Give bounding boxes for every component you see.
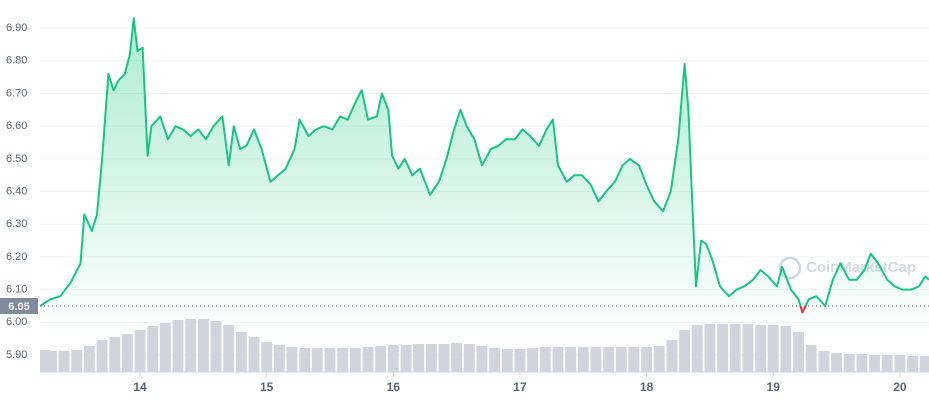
volume-bar (362, 347, 374, 372)
y-tick-label: 6.80 (6, 55, 27, 67)
volume-bar (425, 344, 437, 372)
volume-bar (514, 349, 526, 372)
volume-bar (172, 320, 184, 372)
x-tick-label: 20 (893, 380, 907, 394)
volume-bar (565, 347, 577, 372)
volume-bar (539, 347, 551, 372)
volume-bar (134, 330, 146, 372)
volume-bar (691, 325, 703, 372)
y-tick-label: 6.90 (6, 22, 27, 34)
y-tick-label: 6.30 (6, 218, 27, 230)
volume-bar (666, 340, 678, 372)
y-tick-label: 6.20 (6, 251, 27, 263)
volume-bar (894, 355, 906, 372)
volume-bar (615, 347, 627, 372)
reference-label: 6.05 (8, 301, 29, 313)
volume-bar (109, 337, 121, 372)
volume-bar (831, 353, 842, 372)
volume-bar (590, 347, 602, 372)
volume-bar (438, 344, 450, 372)
volume-bar (767, 325, 779, 372)
volume-bar (45, 351, 57, 372)
volume-bar (489, 348, 501, 372)
volume-bar (223, 325, 235, 372)
price-area (40, 18, 929, 321)
x-tick-label: 15 (260, 380, 274, 394)
volume-bar (805, 345, 817, 372)
volume-bar (413, 344, 425, 372)
volume-bar (729, 324, 741, 372)
x-tick-label: 16 (387, 380, 401, 394)
volume-bar (856, 354, 868, 372)
volume-bar (337, 348, 349, 372)
volume-bar (527, 348, 539, 372)
volume-bar (58, 351, 70, 372)
volume-bar (147, 326, 159, 372)
volume-bar (881, 355, 893, 372)
volume-bar (387, 345, 399, 372)
volume-bar (324, 348, 336, 372)
volume-bar (628, 347, 640, 372)
y-tick-label: 6.10 (6, 284, 27, 296)
watermark: CoinMarketCap (806, 259, 916, 276)
reference-label-box (0, 297, 38, 314)
volume-bar (210, 321, 222, 372)
watermark-logo (778, 256, 802, 280)
volume-bar (299, 348, 311, 372)
volume-bar (71, 350, 83, 372)
volume-bar (793, 332, 804, 372)
x-tick-label: 19 (767, 380, 781, 394)
volume-bar (159, 323, 171, 372)
volume-bar (755, 325, 766, 372)
volume-bar (185, 319, 197, 372)
volume-bar (869, 355, 880, 372)
volume-bar (577, 347, 589, 372)
volume-bar (603, 347, 615, 372)
volume-bar (552, 347, 564, 372)
y-tick-label: 6.00 (6, 316, 27, 328)
volume-bar (121, 334, 133, 372)
volume-bar (463, 344, 475, 372)
volume-bar (96, 340, 108, 372)
volume-bar (704, 324, 716, 372)
volume-bar (818, 351, 830, 372)
x-tick-label: 18 (640, 380, 654, 394)
y-tick-label: 6.70 (6, 87, 27, 99)
y-tick-label: 6.40 (6, 185, 27, 197)
volume-bar (919, 356, 929, 372)
volume-bar (197, 319, 209, 372)
volume-bar (679, 330, 690, 372)
volume-bar (40, 350, 51, 372)
x-tick-label: 14 (133, 380, 147, 394)
price-line (39, 17, 929, 314)
volume-bar (400, 345, 412, 372)
volume-bar (375, 346, 387, 372)
volume-bar (83, 346, 95, 372)
volume-bar (907, 356, 918, 372)
y-tick-label: 5.90 (6, 349, 27, 361)
volume-bar (235, 332, 247, 372)
volume-bar (476, 346, 488, 372)
volume-bar (286, 347, 298, 372)
volume-bar (653, 346, 665, 372)
y-tick-label: 6.60 (6, 120, 27, 132)
volume-bar (273, 345, 285, 372)
y-tick-label: 6.50 (6, 153, 27, 165)
volume-bar (248, 337, 260, 372)
volume-bar (717, 324, 728, 372)
volume-bar (311, 348, 323, 372)
volume-bar (843, 354, 855, 372)
volume-bar (451, 343, 463, 372)
x-tick-label: 17 (513, 380, 527, 394)
volume-bar (641, 347, 652, 372)
volume-bar (742, 324, 754, 372)
volume-bar (780, 326, 792, 372)
volume-bar (261, 342, 273, 372)
volume-bar (349, 348, 361, 372)
volume-bar (501, 349, 513, 372)
